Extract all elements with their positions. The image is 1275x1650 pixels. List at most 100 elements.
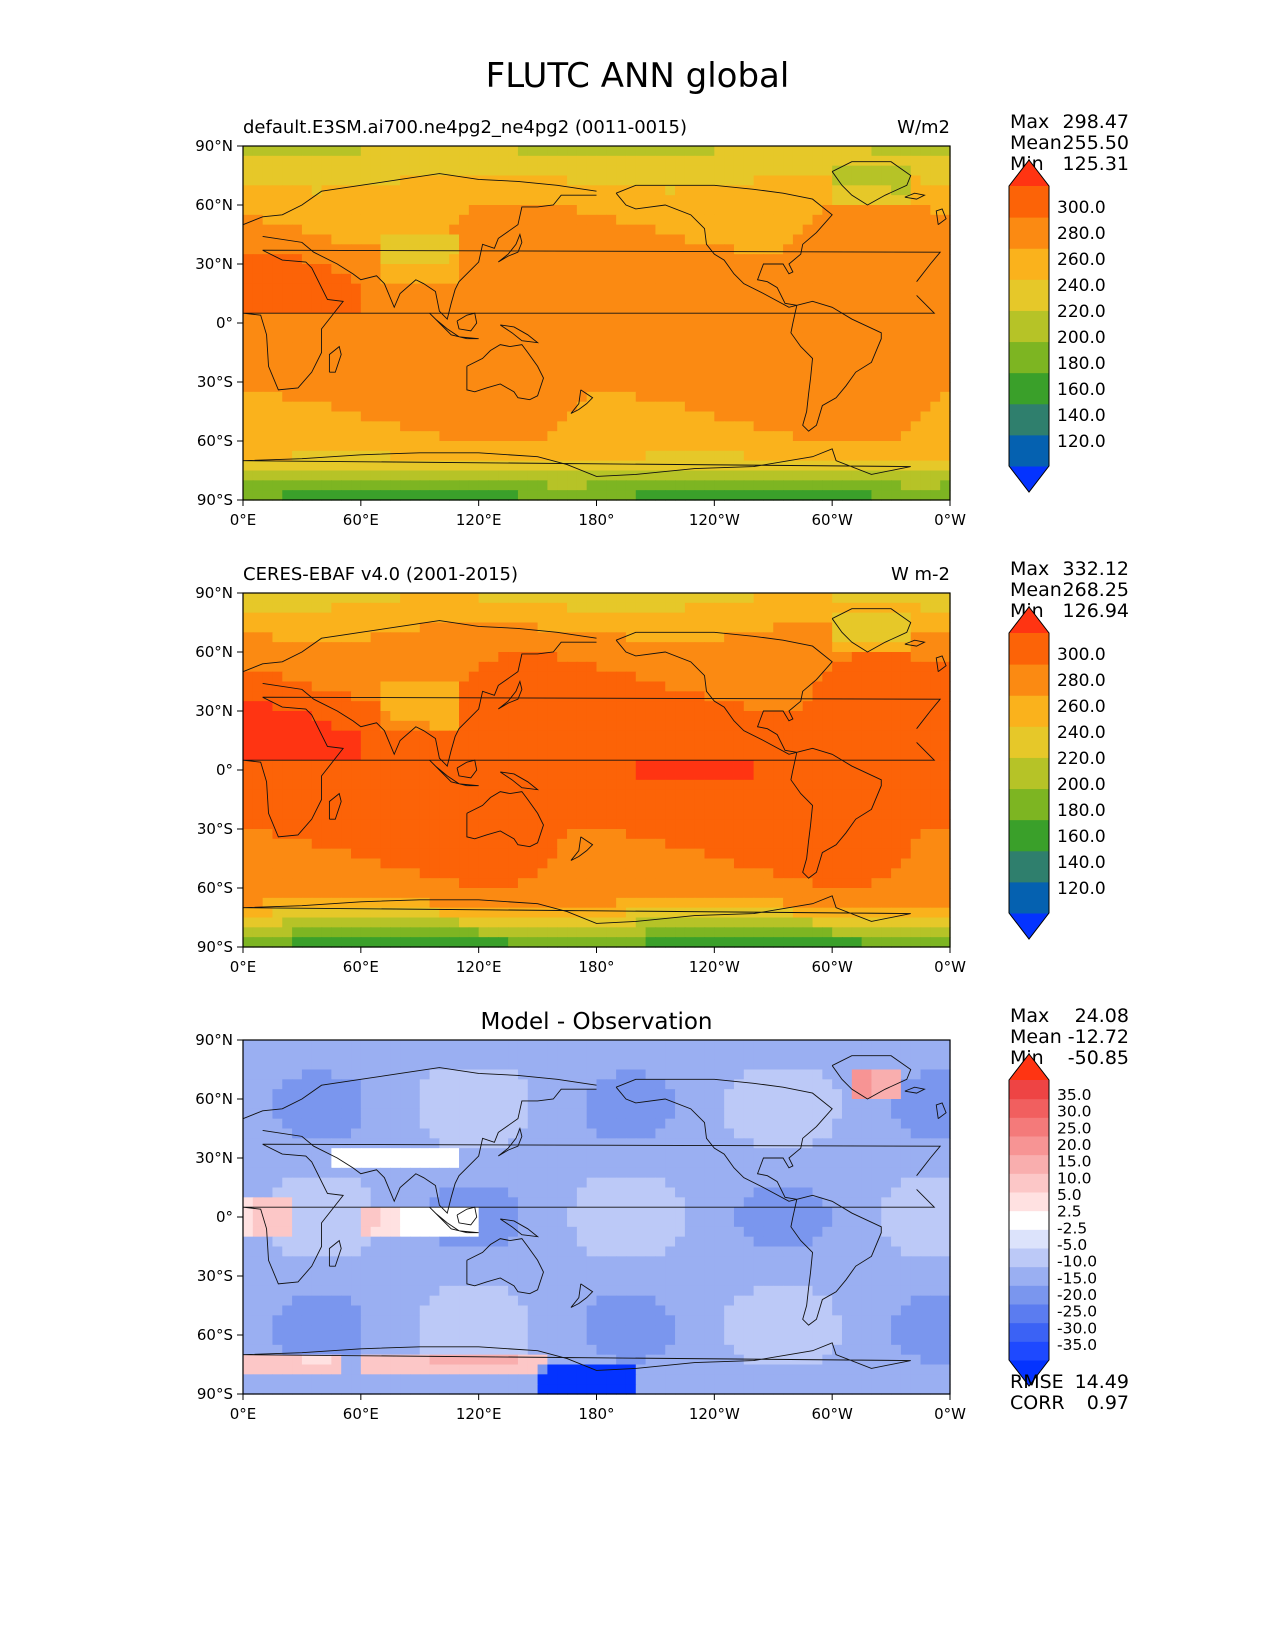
field-cell bbox=[341, 868, 352, 879]
field-cell bbox=[351, 612, 362, 624]
field-cell bbox=[763, 878, 774, 889]
field-cell bbox=[655, 293, 666, 304]
field-cell bbox=[684, 460, 696, 472]
field-cell bbox=[891, 264, 902, 275]
field-cell bbox=[645, 244, 657, 255]
field-cell bbox=[400, 411, 411, 422]
field-cell bbox=[675, 779, 686, 791]
field-cell bbox=[694, 313, 706, 324]
field-cell bbox=[537, 323, 549, 334]
field-cell bbox=[390, 185, 401, 196]
field-cell bbox=[625, 382, 637, 393]
field-cell bbox=[733, 838, 745, 850]
field-cell bbox=[714, 622, 725, 633]
field-cell bbox=[301, 450, 313, 462]
field-cell bbox=[262, 214, 274, 226]
field-cell bbox=[370, 838, 382, 850]
field-cell bbox=[508, 740, 519, 751]
field-cell bbox=[753, 711, 765, 722]
field-cell bbox=[400, 819, 411, 830]
field-cell bbox=[763, 421, 774, 432]
field-cell bbox=[311, 470, 323, 481]
field-cell bbox=[449, 254, 460, 265]
field-cell bbox=[773, 313, 784, 324]
field-cell bbox=[311, 165, 323, 177]
field-cell bbox=[360, 691, 372, 702]
field-cell bbox=[714, 411, 725, 422]
field-cell bbox=[704, 146, 715, 157]
field-cell bbox=[675, 155, 686, 167]
field-cell bbox=[262, 254, 274, 265]
field-cell bbox=[802, 401, 814, 413]
field-cell bbox=[871, 720, 882, 732]
field-cell bbox=[773, 612, 784, 624]
field-cell bbox=[243, 868, 254, 879]
field-cell bbox=[557, 234, 568, 245]
field-cell bbox=[498, 691, 509, 702]
field-cell bbox=[537, 701, 549, 712]
field-cell bbox=[625, 214, 637, 226]
field-cell bbox=[567, 470, 578, 481]
field-cell bbox=[429, 490, 440, 501]
field-cell bbox=[930, 848, 941, 860]
field-cell bbox=[675, 829, 686, 840]
field-cell bbox=[812, 652, 823, 663]
field-cell bbox=[684, 642, 696, 653]
field-cell bbox=[606, 593, 617, 604]
field-cell bbox=[645, 779, 657, 791]
field-cell bbox=[272, 838, 283, 850]
field-cell bbox=[547, 205, 558, 216]
field-cell bbox=[370, 264, 382, 275]
field-cell bbox=[822, 868, 833, 879]
field-cell bbox=[733, 460, 745, 472]
field-cell bbox=[694, 234, 706, 245]
field-cell bbox=[272, 332, 283, 344]
field-cell bbox=[576, 185, 588, 196]
field-cell bbox=[567, 701, 578, 712]
field-cell bbox=[724, 175, 735, 186]
field-cell bbox=[517, 691, 529, 702]
field-cell bbox=[606, 480, 617, 491]
field-cell bbox=[940, 681, 951, 692]
field-cell bbox=[645, 642, 657, 653]
field-cell bbox=[567, 234, 578, 245]
field-cell bbox=[881, 799, 892, 810]
field-cell bbox=[292, 323, 303, 334]
field-cell bbox=[724, 244, 735, 255]
field-cell bbox=[292, 165, 303, 177]
field-cell bbox=[792, 342, 804, 354]
field-cell bbox=[596, 701, 607, 712]
field-cell bbox=[822, 612, 833, 624]
field-cell bbox=[684, 332, 696, 344]
field-cell bbox=[567, 829, 578, 840]
field-cell bbox=[321, 750, 332, 761]
field-cell bbox=[331, 480, 342, 491]
field-cell bbox=[812, 730, 823, 742]
field-cell bbox=[655, 652, 666, 663]
field-cell bbox=[351, 382, 362, 393]
field-cell bbox=[871, 661, 882, 673]
field-cell bbox=[753, 332, 765, 344]
field-cell bbox=[881, 283, 892, 295]
field-cell bbox=[557, 273, 568, 285]
field-cell bbox=[557, 214, 568, 226]
field-cell bbox=[625, 155, 637, 167]
field-cell bbox=[429, 878, 440, 889]
field-cell bbox=[792, 897, 804, 909]
field-cell bbox=[753, 612, 765, 624]
field-cell bbox=[282, 411, 293, 422]
field-cell bbox=[429, 411, 440, 422]
field-cell bbox=[351, 460, 362, 472]
field-cell bbox=[508, 470, 519, 481]
field-cell bbox=[370, 819, 382, 830]
field-cell bbox=[920, 789, 931, 801]
field-cell bbox=[743, 293, 755, 304]
field-cell bbox=[537, 450, 549, 462]
field-cell bbox=[351, 244, 362, 255]
field-cell bbox=[468, 234, 480, 245]
field-cell bbox=[351, 264, 362, 275]
field-cell bbox=[606, 372, 617, 383]
field-cell bbox=[331, 382, 342, 393]
field-cell bbox=[822, 671, 833, 683]
field-cell bbox=[920, 421, 931, 432]
